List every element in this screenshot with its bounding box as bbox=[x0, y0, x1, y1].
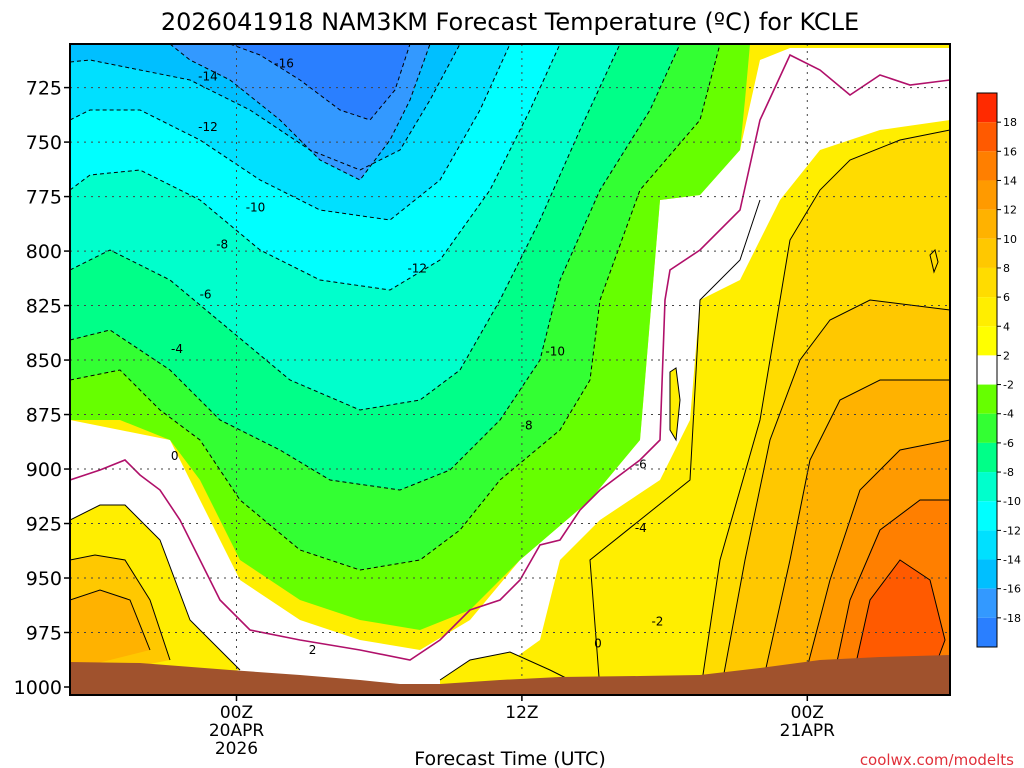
x-tick-label: 21APR bbox=[780, 721, 836, 741]
x-axis-title: Forecast Time (UTC) bbox=[414, 748, 605, 768]
x-tick-label: 20APR bbox=[209, 721, 265, 741]
contour-label: -10 bbox=[545, 344, 565, 358]
colorbar-label: 6 bbox=[1003, 291, 1010, 304]
freezing-line bbox=[70, 53, 950, 661]
contour-label: -4 bbox=[171, 342, 183, 356]
y-tick-label: 900 bbox=[26, 459, 62, 481]
colorbar-swatch bbox=[977, 355, 997, 385]
contour-label: -6 bbox=[635, 458, 647, 472]
colorbar-label: 14 bbox=[1003, 174, 1017, 187]
contour-label: -10 bbox=[246, 200, 266, 214]
colorbar-label: -6 bbox=[1003, 437, 1014, 450]
colorbar-swatch bbox=[977, 209, 997, 239]
colorbar-swatch bbox=[977, 442, 997, 473]
y-tick-label: 850 bbox=[26, 350, 62, 372]
y-tick-label: 825 bbox=[26, 296, 62, 318]
y-tick-label: 800 bbox=[26, 241, 62, 263]
contour-label: 0 bbox=[594, 636, 602, 650]
colorbar-swatch bbox=[977, 530, 997, 560]
y-tick-label: 750 bbox=[26, 132, 62, 154]
contour-label: -6 bbox=[200, 288, 212, 302]
y-tick-label: 975 bbox=[26, 623, 62, 645]
contour-label: -16 bbox=[274, 57, 294, 71]
colorbar-swatch bbox=[977, 122, 997, 152]
colorbar-frame bbox=[976, 92, 998, 648]
y-axis: 725 750 775 800 825 850 875 900 925 950 975 1000 bbox=[14, 78, 70, 699]
plot-frame bbox=[69, 43, 951, 696]
colorbar-label: -8 bbox=[1003, 466, 1014, 479]
contour-label: -2 bbox=[651, 615, 663, 629]
colorbar-swatch bbox=[977, 93, 997, 123]
x-tick-label: 12Z bbox=[505, 703, 538, 723]
warm-contour-lines bbox=[70, 129, 950, 695]
colorbar-swatch bbox=[977, 559, 997, 589]
y-tick-label: 875 bbox=[26, 405, 62, 427]
colorbar: 18 16 14 12 10 8 6 4 2 -2 -4 -6 -8 -10 -12 -14 -16 -18 bbox=[976, 92, 1021, 648]
colorbar-swatch bbox=[977, 413, 997, 443]
colorbar-label: 4 bbox=[1003, 320, 1010, 333]
contour-label: -8 bbox=[216, 238, 228, 252]
contour-label: -12 bbox=[198, 120, 218, 134]
colorbar-swatch bbox=[977, 180, 997, 210]
fill-white bbox=[70, 48, 950, 690]
fill-left-warm-darker bbox=[70, 590, 150, 670]
contour-labels: -16-14-12-10-8-12-6-10-4-8-60-4-22024682 bbox=[171, 57, 664, 657]
colorbar-label: 18 bbox=[1003, 116, 1017, 129]
chart-title: 2026041918 NAM3KM Forecast Temperature (… bbox=[161, 8, 859, 36]
colorbar-swatch bbox=[977, 472, 997, 502]
colorbar-label: -18 bbox=[1003, 612, 1021, 625]
colorbar-label: -4 bbox=[1003, 408, 1014, 421]
colorbar-label: -14 bbox=[1003, 554, 1021, 567]
y-tick-label: 725 bbox=[26, 78, 62, 100]
colorbar-swatch bbox=[977, 238, 997, 268]
colorbar-swatch bbox=[977, 326, 997, 356]
y-tick-label: 925 bbox=[26, 514, 62, 536]
credit-link[interactable]: coolwx.com/modelts bbox=[860, 751, 1014, 768]
contour-label: -14 bbox=[198, 70, 218, 84]
contour-label: -8 bbox=[521, 418, 533, 432]
colorbar-label: -10 bbox=[1003, 495, 1021, 508]
contour-label: -12 bbox=[407, 262, 427, 276]
y-tick-label: 775 bbox=[26, 187, 62, 209]
y-tick-label: 1000 bbox=[14, 677, 62, 699]
contour-label: 2 bbox=[309, 643, 317, 657]
colorbar-swatch bbox=[977, 297, 997, 327]
colorbar-label: 10 bbox=[1003, 233, 1017, 246]
colorbar-swatch bbox=[977, 617, 997, 647]
colorbar-swatch bbox=[977, 384, 997, 414]
x-tick-label: 00Z bbox=[791, 703, 824, 723]
contour-label: 0 bbox=[171, 449, 179, 463]
y-tick-label: 950 bbox=[26, 568, 62, 590]
filled-contours bbox=[70, 44, 950, 695]
colorbar-label: -12 bbox=[1003, 524, 1021, 537]
colorbar-label: 2 bbox=[1003, 349, 1010, 362]
colorbar-label: -2 bbox=[1003, 379, 1014, 392]
x-axis: 00Z20APR202612Z00Z21APR12Z00Z22APR bbox=[209, 695, 836, 759]
colorbar-swatch bbox=[977, 501, 997, 531]
colorbar-swatch bbox=[977, 588, 997, 618]
x-tick-label: 2026 bbox=[215, 739, 258, 759]
colorbar-label: 12 bbox=[1003, 204, 1017, 217]
cold-contour-lines bbox=[70, 44, 721, 571]
contour-label: -4 bbox=[635, 521, 647, 535]
colorbar-label: 8 bbox=[1003, 262, 1010, 275]
colorbar-label: -16 bbox=[1003, 583, 1021, 596]
x-tick-label: 00Z bbox=[220, 703, 253, 723]
colorbar-swatch bbox=[977, 151, 997, 181]
ground bbox=[70, 655, 950, 695]
colorbar-label: 16 bbox=[1003, 145, 1017, 158]
colorbar-swatch bbox=[977, 267, 997, 298]
fill-blue-18 bbox=[230, 44, 410, 120]
